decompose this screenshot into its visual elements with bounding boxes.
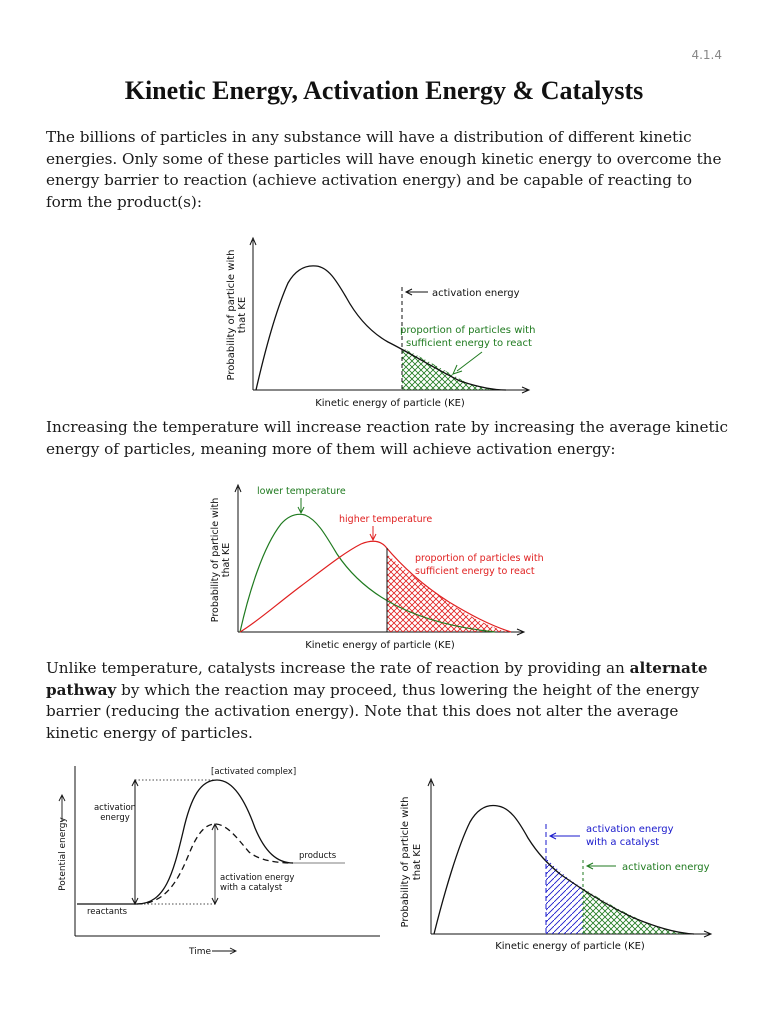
proportion-label-line1: proportion of particles with <box>400 325 535 336</box>
x-axis-arrow <box>516 628 526 636</box>
page-title: Kinetic Energy, Activation Energy & Cata… <box>124 76 644 105</box>
catalyst-distribution-figure: activation energy with a catalyst activa… <box>400 777 713 952</box>
temperature-figure: lower temperature higher temperature pro… <box>210 483 544 651</box>
distribution-curve <box>433 804 695 935</box>
activation-label-line1: activation <box>94 803 136 813</box>
hatched-area-uncatalysed <box>583 888 692 934</box>
y-axis-arrow <box>427 777 435 787</box>
catalyst-label-line2: with a catalyst <box>220 883 283 893</box>
hatched-area-high-temp <box>387 554 507 632</box>
y-axis-label-line2: that KE <box>412 844 423 880</box>
y-axis-label-line1: Probability of particle with <box>400 797 411 928</box>
proportion-label-line1: proportion of particles with <box>415 553 544 564</box>
proportion-arrow <box>456 351 483 372</box>
activation-bar-bottom-arrow <box>131 897 139 906</box>
activation-bar-top-arrow <box>131 778 139 787</box>
y-axis-label-line1: Probability of particle with <box>210 498 221 622</box>
ke-distribution-figure: activation energy proportion of particle… <box>226 236 535 409</box>
proportion-label-line2: sufficient energy to react <box>406 338 532 349</box>
catalysed-curve <box>136 823 294 905</box>
catalyst-bar-top-arrow <box>211 822 219 831</box>
activation-energy-label: activation energy <box>432 288 520 299</box>
higher-temp-arrowhead <box>369 533 377 542</box>
lower-temp-arrowhead <box>297 506 305 515</box>
reactants-label: reactants <box>87 907 128 917</box>
alternate-pathway-term: alternate pathway <box>46 659 708 699</box>
y-axis-label-line1: Probability of particle with <box>226 250 237 381</box>
proportion-label-line2: sufficient energy to react <box>415 566 535 577</box>
hatched-area-catalyst <box>546 858 583 934</box>
catalyst-text-end: by which the reaction may proceed, thus … <box>46 680 700 742</box>
x-axis-label: Kinetic energy of particle (KE) <box>305 640 455 651</box>
temperature-paragraph: Increasing the temperature will increase… <box>46 418 728 458</box>
activated-complex-label: [activated complex] <box>211 767 296 777</box>
energy-profile-figure: [activated complex] activation energy pr… <box>58 766 380 957</box>
y-axis-label: Potential energy <box>58 817 68 891</box>
x-axis-arrow <box>521 386 531 394</box>
hatched-area <box>402 348 502 390</box>
intro-paragraph: The billions of particles in any substan… <box>46 128 722 211</box>
catalyst-label-line2: with a catalyst <box>586 837 659 848</box>
y-axis-label-arrowhead <box>58 793 66 802</box>
activation-label-line2: energy <box>100 813 130 823</box>
catalyst-label-line1: activation energy <box>220 873 294 883</box>
x-axis-label: Time <box>188 947 211 957</box>
page-number: 4.1.4 <box>691 48 722 62</box>
y-axis-arrow <box>249 236 257 246</box>
higher-temperature-label: higher temperature <box>339 514 432 525</box>
higher-temperature-curve <box>239 540 512 633</box>
catalyst-paragraph: Unlike temperature, catalysts increase t… <box>46 658 728 744</box>
y-axis-label-line2: that KE <box>237 297 248 333</box>
catalyst-pointer-head <box>548 832 557 840</box>
x-axis-label-arrowhead <box>229 947 238 955</box>
activation-pointer-head <box>404 288 413 296</box>
catalyst-text-start: Unlike temperature, catalysts increase t… <box>46 659 630 677</box>
catalyst-label-line1: activation energy <box>586 824 674 835</box>
lower-temperature-label: lower temperature <box>257 486 346 497</box>
activation-energy-label: activation energy <box>622 862 710 873</box>
lower-temperature-curve <box>239 513 496 633</box>
y-axis-label-line2: that KE <box>221 543 232 578</box>
x-axis-label: Kinetic energy of particle (KE) <box>495 941 645 952</box>
y-axis-arrow <box>234 483 242 493</box>
activation-pointer-head <box>585 862 594 870</box>
proportion-arrowhead <box>452 364 463 375</box>
uncatalysed-curve <box>136 779 294 905</box>
x-axis-label: Kinetic energy of particle (KE) <box>315 398 465 409</box>
x-axis-arrow <box>703 930 713 938</box>
distribution-curve <box>255 265 507 391</box>
products-label: products <box>299 851 337 861</box>
catalyst-bar-bottom-arrow <box>211 897 219 906</box>
